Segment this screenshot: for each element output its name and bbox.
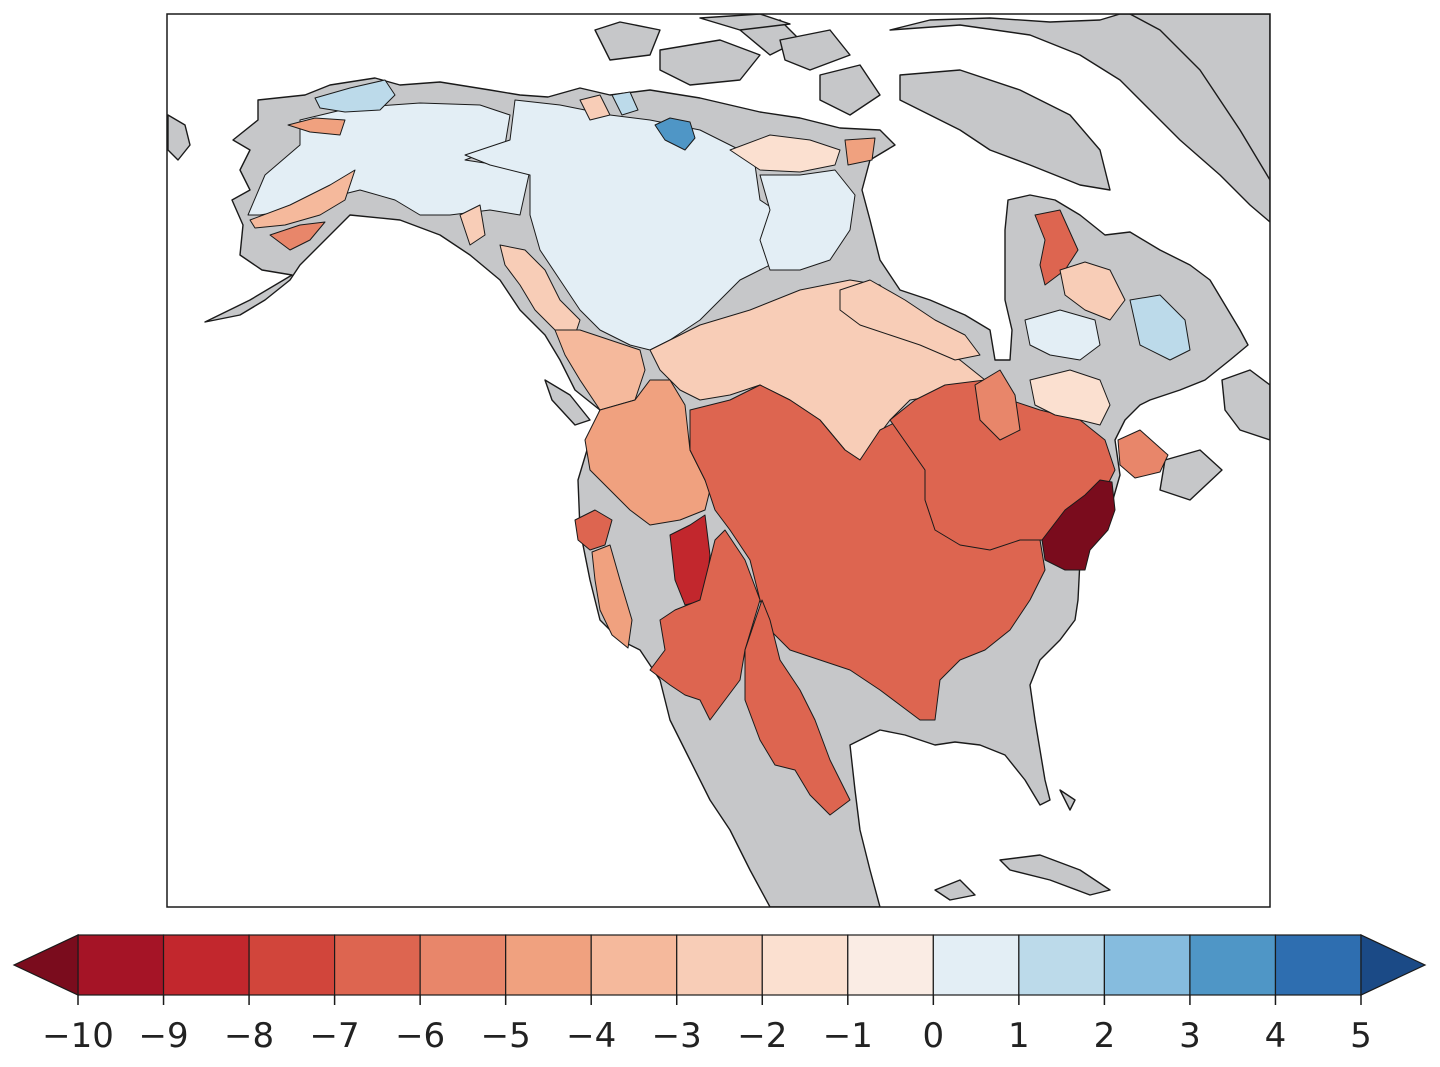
colorbar-tick-label: 2 — [1094, 1016, 1116, 1056]
basin-yukon-east — [459, 204, 486, 246]
colorbar-over-triangle — [1360, 934, 1427, 996]
basin-colorado — [649, 529, 761, 721]
colorbar-tick-label: −1 — [823, 1016, 873, 1056]
land-cuba — [999, 854, 1111, 896]
basin-quebec-east — [1129, 294, 1191, 361]
basin-mackenzie — [464, 99, 801, 351]
colorbar-tick-label: −4 — [566, 1016, 616, 1056]
colorbar-swatch — [505, 934, 592, 996]
basin-great-lakes-east — [974, 369, 1021, 441]
colorbar-tick-label: 3 — [1179, 1016, 1201, 1056]
land-arctic-island-5 — [819, 64, 881, 116]
colorbar-swatch — [1189, 934, 1277, 996]
colorbar-tick-label: −10 — [42, 1016, 114, 1056]
basin-alaska-south-tip — [269, 221, 326, 251]
colorbar-swatch — [932, 934, 1020, 996]
basin-hudson-coast-east — [844, 137, 876, 166]
basin-nunavut-small — [579, 94, 611, 121]
colorbar-swatch — [248, 934, 336, 996]
basin-labrador — [1034, 209, 1079, 286]
land-arctic-island-2 — [659, 39, 761, 86]
colorbar-swatch — [590, 934, 678, 996]
colorbar-swatch — [162, 934, 250, 996]
colorbar-swatch — [761, 934, 849, 996]
land-arctic-island-1 — [594, 21, 661, 61]
basin-quebec-central — [1024, 309, 1101, 361]
basin-hudson-north — [729, 134, 841, 173]
basin-alaska-south-coast — [249, 169, 356, 229]
colorbar-tick-label: −9 — [138, 1016, 188, 1056]
colorbar-tick-label: −5 — [481, 1016, 531, 1056]
basin-bc-interior — [554, 329, 646, 411]
colorbar-swatch — [676, 934, 763, 996]
colorbar-swatch — [334, 934, 421, 996]
basin-quebec-south — [1029, 369, 1111, 426]
basin-arctic-islands — [654, 117, 696, 151]
basin-map — [166, 13, 1271, 908]
basin-quebec-north — [1059, 261, 1126, 321]
basin-missouri-mississippi — [689, 384, 1046, 721]
basin-hudson-west — [759, 169, 856, 271]
colorbar-under-triangle — [12, 934, 79, 996]
colorbar-tick-label: −2 — [737, 1016, 787, 1056]
map-frame-border — [166, 13, 1271, 908]
colorbar-tick-label: −7 — [310, 1016, 360, 1056]
colorbar-tick-label: 4 — [1265, 1016, 1287, 1056]
land-baffin — [889, 14, 1270, 223]
colorbar-tick-label: −6 — [395, 1016, 445, 1056]
colorbar-swatch — [1103, 934, 1191, 996]
colorbar-swatch — [419, 934, 507, 996]
basin-hudson-south-small — [839, 279, 981, 361]
land-arctic-island-6 — [699, 14, 791, 31]
colorbar-swatch — [847, 934, 934, 996]
basin-alaska-west-island — [287, 117, 346, 136]
land-nova-scotia — [1159, 449, 1223, 501]
colorbar-tick-label: 0 — [923, 1016, 945, 1056]
basin-rio-grande — [744, 599, 851, 816]
land-arctic-island-4 — [779, 29, 851, 71]
colorbar-swatch — [1274, 934, 1362, 996]
basin-nunavut-north — [611, 91, 639, 116]
land-yucatan-gulf-island — [934, 879, 976, 901]
land-newfoundland — [1221, 369, 1270, 441]
basin-california-central — [591, 544, 633, 649]
basin-california-north — [574, 509, 613, 551]
colorbar-swatch — [77, 934, 165, 996]
colorbar-tick-label: 1 — [1008, 1016, 1030, 1056]
colorbar-tick-label: −8 — [224, 1016, 274, 1056]
land-alaska-island — [167, 114, 191, 161]
colorbar-tick-label: −3 — [652, 1016, 702, 1056]
basin-alaska-north-slope — [314, 79, 396, 113]
colorbar-tick-label: 5 — [1350, 1016, 1372, 1056]
colorbar: −10 −9 −8 −7 −6 −5 −4 −3 −2 −1 0 1 2 3 4 5 — [12, 934, 1427, 1056]
land-vancouver-island — [544, 379, 591, 426]
land-baffin-south — [899, 69, 1111, 191]
land-greenland — [1129, 14, 1270, 181]
colorbar-swatch — [1018, 934, 1105, 996]
basin-maritimes — [1117, 429, 1169, 479]
basin-new-england — [1041, 479, 1116, 571]
land-bahamas — [1059, 789, 1076, 811]
